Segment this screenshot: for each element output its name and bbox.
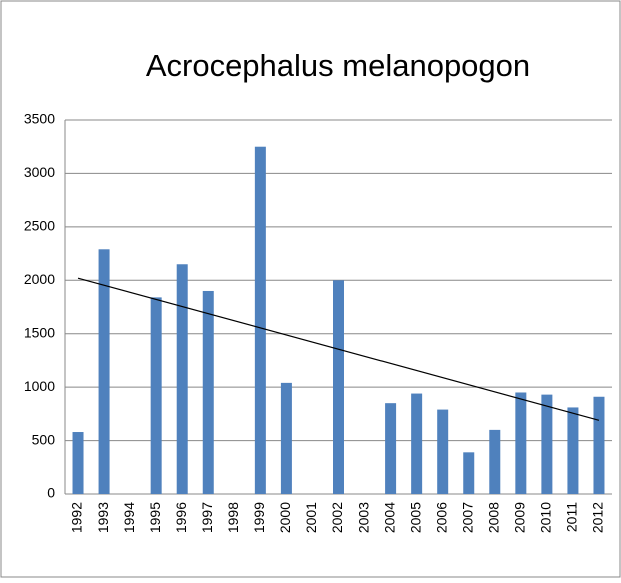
x-tick-label: 1998: [225, 502, 241, 533]
bar: [385, 403, 397, 494]
x-tick-label: 2000: [277, 502, 293, 533]
y-tick-label: 3500: [24, 111, 55, 127]
x-tick-label: 2001: [303, 502, 319, 533]
x-tick-label: 2011: [564, 502, 580, 532]
x-tick-label: 1993: [95, 502, 111, 533]
x-tick-label: 1994: [121, 502, 137, 533]
bar: [72, 432, 84, 494]
x-tick-label: 1996: [173, 502, 189, 533]
x-tick-label: 1995: [147, 502, 163, 533]
bar: [567, 407, 579, 494]
y-tick-label: 2000: [24, 271, 55, 287]
x-tick-label: 2010: [538, 502, 554, 533]
bar: [489, 429, 501, 494]
bar: [593, 396, 605, 494]
bar: [437, 409, 449, 494]
bar: [150, 297, 162, 494]
bar: [515, 392, 527, 494]
x-tick-label: 2008: [485, 502, 501, 533]
bar: [254, 146, 266, 494]
x-tick-label: 2012: [590, 502, 606, 533]
x-tick-label: 2009: [512, 502, 528, 533]
chart-title: Acrocephalus melanopogon: [146, 48, 530, 83]
x-tick-label: 2002: [329, 502, 345, 533]
bar: [333, 280, 344, 494]
y-tick-label: 1000: [24, 378, 55, 394]
y-tick-label: 2500: [24, 218, 55, 234]
bar: [463, 452, 475, 494]
bar: [280, 382, 292, 494]
x-tick-label: 1999: [251, 502, 267, 533]
y-tick-label: 3000: [24, 164, 55, 180]
y-tick-label: 500: [32, 431, 56, 447]
bar: [541, 394, 553, 494]
x-tick-label: 2003: [355, 502, 371, 533]
bar: [202, 290, 214, 494]
trendline: [77, 277, 600, 421]
bar: [176, 264, 188, 494]
x-tick-label: 2006: [433, 502, 449, 533]
y-tick-label: 0: [47, 485, 55, 501]
x-tick-label: 1997: [199, 502, 215, 533]
y-tick-label: 1500: [24, 324, 55, 340]
x-tick-label: 2005: [407, 502, 423, 533]
bar: [411, 393, 423, 494]
x-tick-label: 2007: [459, 502, 475, 533]
x-tick-label: 1992: [69, 502, 85, 533]
bar: [98, 249, 110, 494]
x-tick-label: 2004: [381, 502, 397, 533]
